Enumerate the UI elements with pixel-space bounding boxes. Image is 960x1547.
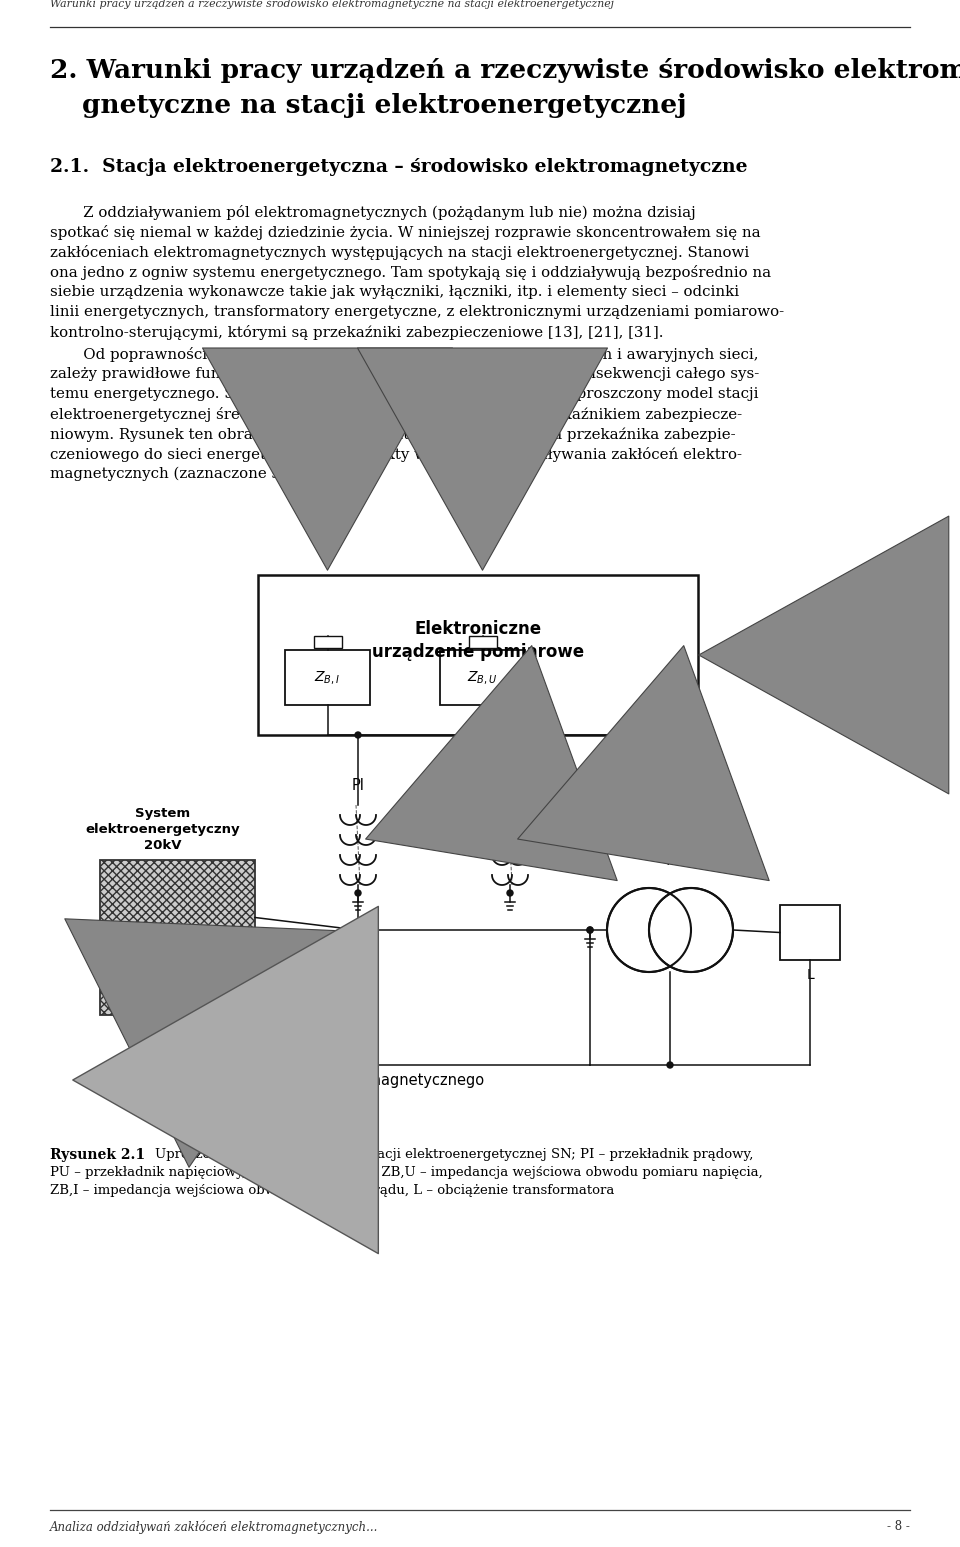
Circle shape bbox=[587, 927, 593, 933]
Text: - 8 -: - 8 - bbox=[887, 1521, 910, 1533]
Text: magnetycznych (zaznaczone strzałkami).: magnetycznych (zaznaczone strzałkami). bbox=[50, 467, 362, 481]
Circle shape bbox=[649, 888, 733, 972]
Text: Tr: Tr bbox=[664, 854, 676, 868]
Text: 2. Warunki pracy urządzeń a rzeczywiste środowisko elektroma-: 2. Warunki pracy urządzeń a rzeczywiste … bbox=[50, 57, 960, 84]
Text: zakłóceniach elektromagnetycznych występujących na stacji elektroenergetycznej. : zakłóceniach elektromagnetycznych występ… bbox=[50, 244, 749, 260]
Text: 2.1.  Stacja elektroenergetyczna – środowisko elektromagnetyczne: 2.1. Stacja elektroenergetyczna – środow… bbox=[50, 158, 748, 176]
Text: Warunki pracy urządzeń a rzeczywiste środowisko elektromagnetyczne na stacji ele: Warunki pracy urządzeń a rzeczywiste śro… bbox=[50, 0, 614, 9]
Text: spotkać się niemal w każdej dziedzinie życia. W niniejszej rozprawie skoncentrow: spotkać się niemal w każdej dziedzinie ż… bbox=[50, 224, 760, 240]
Bar bbox=[285, 650, 370, 705]
Text: $Z_{B,U}$: $Z_{B,U}$ bbox=[468, 668, 497, 685]
Bar bbox=[258, 575, 698, 735]
Text: niowym. Rysunek ten obrazuje (w uproszczeniu) sposób dołączenia przekaźnika zabe: niowym. Rysunek ten obrazuje (w uproszcz… bbox=[50, 427, 735, 442]
Text: Elektroniczne
urządzenie pomiarowe: Elektroniczne urządzenie pomiarowe bbox=[372, 620, 584, 661]
Bar bbox=[100, 860, 255, 1015]
Bar bbox=[468, 636, 496, 648]
Text: PI: PI bbox=[351, 778, 365, 794]
Circle shape bbox=[587, 927, 593, 933]
Bar bbox=[314, 636, 342, 648]
Text: - Oddziaływanie pola elektromagnetycznego: - Oddziaływanie pola elektromagnetyczneg… bbox=[158, 1072, 484, 1088]
Text: Rysunek 2.1: Rysunek 2.1 bbox=[50, 1148, 145, 1162]
Circle shape bbox=[355, 732, 361, 738]
Circle shape bbox=[355, 927, 361, 933]
Text: PU – przekładnik napięciowy, Tr – transformator, ZB,U – impedancja wejściowa obw: PU – przekładnik napięciowy, Tr – transf… bbox=[50, 1166, 763, 1179]
Text: L: L bbox=[806, 968, 814, 982]
Text: Od poprawności działania tych ostatnich, w warunkach łączeniowych i awaryjnych s: Od poprawności działania tych ostatnich,… bbox=[50, 347, 758, 362]
Text: Analiza oddziaływań zakłóceń elektromagnetycznych...: Analiza oddziaływań zakłóceń elektromagn… bbox=[50, 1521, 378, 1533]
Text: ZB,I – impedancja wejściowa obwodu pomiaru prądu, L – obciążenie transformatora: ZB,I – impedancja wejściowa obwodu pomia… bbox=[50, 1183, 614, 1197]
Text: linii energetycznych, transformatory energetyczne, z elektronicznymi urządzeniam: linii energetycznych, transformatory ene… bbox=[50, 305, 784, 319]
Circle shape bbox=[667, 1061, 673, 1067]
Text: ona jedno z ogniw systemu energetycznego. Tam spotykają się i oddziaływują bezpo: ona jedno z ogniw systemu energetycznego… bbox=[50, 265, 771, 280]
Circle shape bbox=[507, 732, 513, 738]
Text: siebie urządzenia wykonawcze takie jak wyłączniki, łączniki, itp. i elementy sie: siebie urządzenia wykonawcze takie jak w… bbox=[50, 285, 739, 299]
Text: temu energetycznego. Schemat blokowy (rysunek 2.1) przedstawia uproszczony model: temu energetycznego. Schemat blokowy (ry… bbox=[50, 387, 758, 401]
Text: kontrolno-sterującymi, którymi są przekaźniki zabezpieczeniowe [13], [21], [31].: kontrolno-sterującymi, którymi są przeka… bbox=[50, 325, 663, 340]
Circle shape bbox=[675, 732, 681, 738]
Circle shape bbox=[607, 888, 691, 972]
Bar bbox=[440, 650, 525, 705]
Text: gnetyczne na stacji elektroenergetycznej: gnetyczne na stacji elektroenergetycznej bbox=[82, 93, 686, 118]
Text: elektroenergetycznej średniego napięcia (SN), z wyróżnionym przekaźnikiem zabezp: elektroenergetycznej średniego napięcia … bbox=[50, 407, 742, 422]
Circle shape bbox=[507, 890, 513, 896]
Text: $Z_{B,I}$: $Z_{B,I}$ bbox=[315, 668, 341, 685]
Circle shape bbox=[355, 890, 361, 896]
Bar bbox=[780, 905, 840, 961]
Text: PU: PU bbox=[500, 778, 519, 794]
Text: Z oddziaływaniem pól elektromagnetycznych (pożądanym lub nie) można dzisiaj: Z oddziaływaniem pól elektromagnetycznyc… bbox=[50, 206, 696, 220]
Text: System
elektroenergetyczny
20kV: System elektroenergetyczny 20kV bbox=[85, 808, 240, 852]
Text: Uproszczony schemat blokowy stacji elektroenergetycznej SN; PI – przekładnik prą: Uproszczony schemat blokowy stacji elekt… bbox=[155, 1148, 754, 1160]
Text: zależy prawidłowe funkcjonowanie stacji elektroenergetycznej, a w konsekwencji c: zależy prawidłowe funkcjonowanie stacji … bbox=[50, 367, 759, 381]
Text: czeniowego do sieci energetycznej oraz punkty wnikania i oddziaływania zakłóceń : czeniowego do sieci energetycznej oraz p… bbox=[50, 447, 742, 463]
